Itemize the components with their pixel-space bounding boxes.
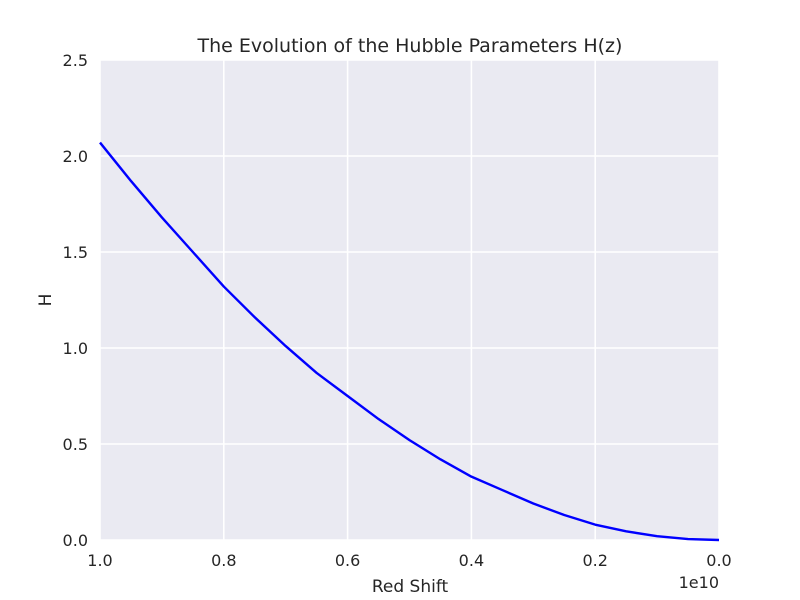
x-tick-label: 1.0 <box>87 551 112 570</box>
y-tick-label: 1.5 <box>63 243 88 262</box>
hubble-parameter-line <box>99 141 720 542</box>
y-axis-label: H <box>36 294 56 307</box>
x-tick-label: 0.0 <box>706 551 731 570</box>
plot-background <box>100 60 719 540</box>
x-tick-label: 0.4 <box>459 551 484 570</box>
x-tick-label: 0.8 <box>211 551 236 570</box>
y-tick-label: 1.0 <box>63 339 88 358</box>
x-tick-label: 0.6 <box>335 551 360 570</box>
grid-lines <box>99 59 720 541</box>
y-tick-label: 0.0 <box>63 531 88 550</box>
series-layer <box>99 141 720 542</box>
chart-title: The Evolution of the Hubble Parameters H… <box>197 35 623 57</box>
y-tick-label: 0.5 <box>63 435 88 454</box>
y-tick-label: 2.5 <box>63 51 88 70</box>
x-offset-label: 1e10 <box>679 573 719 592</box>
x-axis-label: Red Shift <box>372 577 449 597</box>
y-tick-label: 2.0 <box>63 147 88 166</box>
x-tick-label: 0.2 <box>582 551 607 570</box>
x-tick-labels: 1.0 0.8 0.6 0.4 0.2 0.0 <box>87 551 731 570</box>
y-tick-labels: 0.0 0.5 1.0 1.5 2.0 2.5 <box>63 51 88 550</box>
